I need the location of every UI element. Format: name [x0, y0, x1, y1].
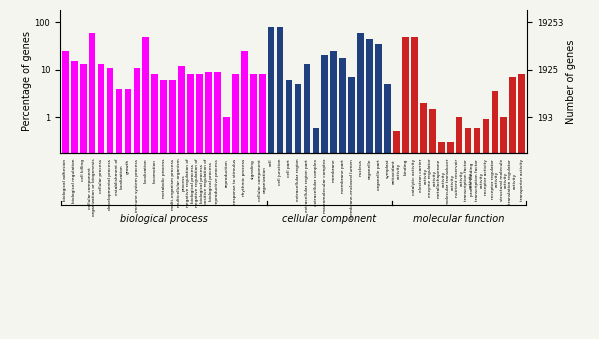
Bar — [152, 74, 158, 339]
Bar — [107, 68, 113, 339]
Bar — [483, 119, 489, 339]
Bar — [277, 27, 283, 339]
Bar — [304, 64, 310, 339]
Bar — [250, 74, 256, 339]
Bar — [170, 80, 176, 339]
Bar — [474, 128, 480, 339]
Bar — [89, 33, 95, 339]
Bar — [411, 37, 418, 339]
Y-axis label: Percentage of genes: Percentage of genes — [22, 32, 32, 131]
Bar — [205, 72, 212, 339]
Text: biological process: biological process — [120, 214, 208, 224]
Bar — [232, 74, 238, 339]
Bar — [331, 51, 337, 339]
Bar — [214, 72, 221, 339]
Bar — [438, 142, 444, 339]
Bar — [456, 117, 462, 339]
Bar — [259, 74, 265, 339]
Bar — [340, 58, 346, 339]
Bar — [161, 80, 167, 339]
Bar — [71, 61, 78, 339]
Y-axis label: Number of genes: Number of genes — [566, 39, 576, 123]
Bar — [322, 56, 328, 339]
Bar — [187, 74, 194, 339]
Bar — [402, 37, 409, 339]
Bar — [375, 44, 382, 339]
Bar — [357, 33, 364, 339]
Bar — [518, 74, 525, 339]
Bar — [429, 109, 435, 339]
Bar — [179, 66, 185, 339]
Bar — [286, 80, 292, 339]
Bar — [447, 142, 453, 339]
Bar — [134, 68, 140, 339]
Bar — [492, 92, 498, 339]
Bar — [196, 74, 203, 339]
Bar — [465, 128, 471, 339]
Bar — [366, 39, 373, 339]
Bar — [384, 84, 391, 339]
Text: molecular function: molecular function — [413, 214, 505, 224]
Bar — [313, 128, 319, 339]
Bar — [509, 77, 516, 339]
Bar — [80, 64, 86, 339]
Bar — [349, 77, 355, 339]
Bar — [268, 27, 274, 339]
Bar — [143, 37, 149, 339]
Bar — [116, 88, 122, 339]
Bar — [501, 117, 507, 339]
Bar — [241, 51, 247, 339]
Bar — [420, 103, 426, 339]
Bar — [223, 117, 230, 339]
Bar — [393, 132, 400, 339]
Bar — [295, 84, 301, 339]
Bar — [125, 88, 131, 339]
Bar — [98, 64, 104, 339]
Bar — [62, 51, 69, 339]
Text: cellular component: cellular component — [282, 214, 376, 224]
